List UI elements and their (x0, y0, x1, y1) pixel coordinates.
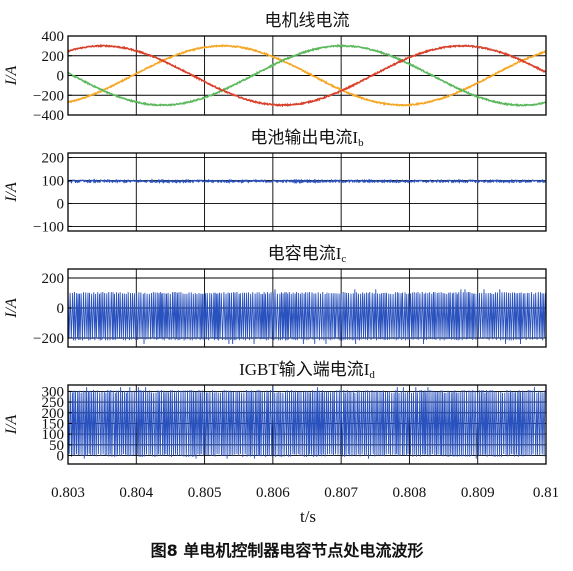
y-tick-label: 200 (42, 406, 65, 422)
series-line-3 (68, 44, 546, 108)
y-tick-label: 200 (42, 49, 65, 65)
y-tick-label: −400 (33, 108, 64, 124)
y-tick-label: 100 (42, 427, 65, 443)
y-tick-label: 0 (57, 196, 65, 212)
x-tick-label: 0.804 (119, 485, 153, 501)
y-tick-label: 0 (57, 448, 65, 464)
chart-panels: 电机线电流 I/A 400 200 0 −200 −400 电池输出电流Ib I/A 200 100… (3, 11, 559, 501)
plot-frame (67, 152, 547, 232)
x-tick-label: 0.805 (188, 485, 222, 501)
y-tick-label: 0 (57, 301, 65, 317)
y-tick-label: −100 (33, 219, 64, 235)
figure-caption: 图8 单电机控制器电容节点处电流波形 (151, 541, 424, 560)
y-tick-label: 50 (49, 438, 64, 454)
panel-title: 电容电流Ic (268, 244, 347, 265)
series-group (68, 387, 546, 459)
series-line-2 (68, 44, 546, 108)
x-tick-label: 0.803 (51, 485, 85, 501)
x-tick-label: 0.806 (256, 485, 290, 501)
x-axis-label: t/s (300, 507, 316, 526)
y-axis-label: I/A (3, 415, 20, 436)
chart-panel-2: 电池输出电流Ib I/A 200 100 0 −100 (3, 128, 547, 235)
y-tick-label: −200 (33, 331, 64, 347)
series-line-1 (68, 289, 546, 345)
chart-panel-3: 电容电流Ic I/A 200 0 −200 (3, 244, 547, 348)
panel-title: IGBT输入端电流Id (239, 360, 375, 381)
grid-lines (68, 153, 546, 231)
y-tick-label: 400 (42, 29, 65, 45)
y-axis-label: I/A (3, 298, 20, 319)
x-tick-label: 0.807 (324, 485, 358, 501)
x-tick-label: 0.808 (393, 485, 427, 501)
y-axis-label: I/A (3, 66, 20, 87)
y-tick-label: 300 (42, 384, 65, 400)
y-tick-label: 200 (42, 151, 65, 167)
x-tick-label: 0.81 (533, 485, 559, 501)
series-line-1 (68, 44, 546, 107)
y-tick-label: 150 (42, 416, 65, 432)
y-tick-label: 250 (42, 395, 65, 411)
panel-title: 电池输出电流Ib (250, 128, 364, 149)
series-group (68, 178, 546, 185)
series-line-1 (68, 387, 546, 459)
series-group (68, 44, 546, 108)
y-tick-label: 200 (42, 271, 65, 287)
y-tick-label: 0 (57, 69, 65, 85)
series-line-1 (68, 178, 546, 185)
x-tick-label: 0.809 (461, 485, 495, 501)
chart-panel-1: 电机线电流 I/A 400 200 0 −200 −400 (3, 11, 547, 124)
plot-frame (67, 384, 547, 465)
series-group (68, 289, 546, 345)
y-tick-label: −200 (33, 88, 64, 104)
panel-title: 电机线电流 (265, 11, 350, 30)
y-axis-label: I/A (3, 182, 20, 203)
y-tick-label: 100 (42, 174, 65, 190)
